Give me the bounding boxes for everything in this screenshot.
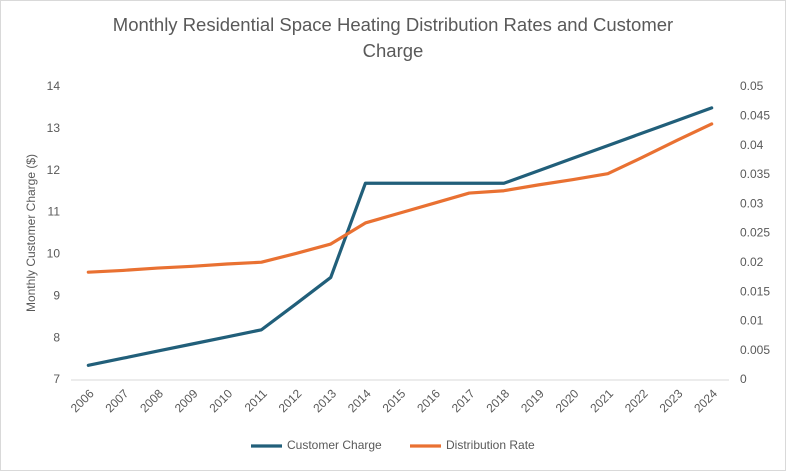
legend-label: Customer Charge xyxy=(287,438,382,452)
y2-tick-label: 0.05 xyxy=(740,79,764,93)
y2-tick-label: 0.025 xyxy=(740,226,770,240)
y2-tick-label: 0.005 xyxy=(740,343,770,357)
y2-tick-label: 0.04 xyxy=(740,138,764,152)
series-line xyxy=(86,106,714,367)
y2-tick-label: 0.035 xyxy=(740,167,770,181)
y-tick-label: 13 xyxy=(47,121,61,135)
y2-tick-label: 0.02 xyxy=(740,255,764,269)
y-tick-label: 12 xyxy=(47,163,61,177)
y-tick-label: 10 xyxy=(47,247,61,261)
y2-tick-label: 0 xyxy=(740,372,747,386)
y-tick-label: 11 xyxy=(48,205,61,219)
y2-tick-label: 0.045 xyxy=(740,108,770,122)
y-tick-label: 7 xyxy=(53,372,60,386)
y-tick-label: 9 xyxy=(53,288,60,302)
y2-tick-label: 0.03 xyxy=(740,196,764,210)
y-axis-label: Monthly Customer Charge ($) xyxy=(24,154,38,312)
y2-tick-label: 0.01 xyxy=(740,314,764,328)
legend-label: Distribution Rate xyxy=(446,438,535,452)
y2-tick-label: 0.015 xyxy=(740,284,770,298)
chart-title: Monthly Residential Space Heating Distri… xyxy=(113,14,673,61)
y-tick-label: 8 xyxy=(53,330,60,344)
y-tick-label: 14 xyxy=(47,79,61,93)
series-line xyxy=(86,122,714,274)
